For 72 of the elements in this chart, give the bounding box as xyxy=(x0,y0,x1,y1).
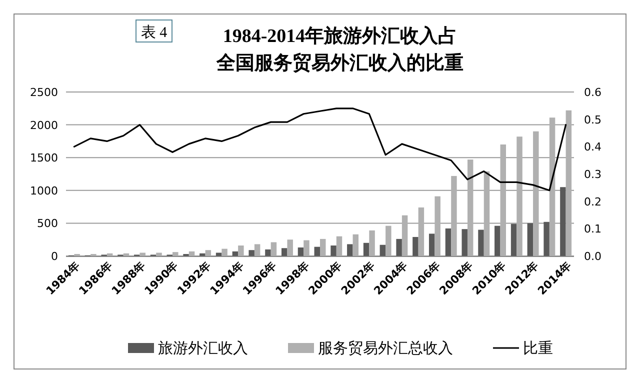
bar xyxy=(494,226,500,256)
bar xyxy=(396,238,402,256)
bar xyxy=(205,250,212,256)
bar xyxy=(412,236,418,256)
bar xyxy=(298,247,304,256)
bar xyxy=(188,251,195,256)
bar xyxy=(281,248,288,256)
bar xyxy=(352,234,359,256)
bar xyxy=(265,249,271,256)
y-tick-label: 1000 xyxy=(30,184,58,198)
y2-tick-label: 0.0 xyxy=(584,250,602,263)
chart-subtitle: 全国服务贸易外汇收入的比重 xyxy=(216,52,464,74)
bar xyxy=(270,242,277,256)
y2-tick-label: 0.3 xyxy=(584,168,602,181)
y-tick-label: 2500 xyxy=(30,86,58,99)
legend-label: 旅游外汇收入 xyxy=(158,339,248,357)
bar xyxy=(172,252,178,256)
bar xyxy=(451,176,457,256)
bar xyxy=(287,240,293,256)
bar xyxy=(402,215,408,256)
line-series xyxy=(73,108,567,192)
bar xyxy=(380,244,386,256)
bar xyxy=(369,230,375,256)
y-tick-label: 2000 xyxy=(30,118,58,132)
bar xyxy=(418,207,424,256)
bar xyxy=(428,234,435,256)
bar xyxy=(248,250,254,256)
text: 表 4 xyxy=(140,24,168,41)
y2-tick-label: 0.2 xyxy=(584,195,602,208)
bar xyxy=(549,118,556,256)
bar xyxy=(445,228,452,256)
bar xyxy=(560,187,566,256)
bar xyxy=(500,144,506,256)
bar xyxy=(320,238,326,256)
legend-label: 服务贸易外汇总收入 xyxy=(318,339,453,357)
chart-title: 1984-2014年旅游外汇收入占 xyxy=(222,25,458,47)
y-tick-label: 1500 xyxy=(30,152,58,165)
bar xyxy=(254,244,260,256)
bar xyxy=(434,196,440,256)
bar xyxy=(462,229,468,256)
bar xyxy=(544,222,550,256)
y-tick-label: 0 xyxy=(51,250,58,263)
bar xyxy=(527,223,534,256)
bar xyxy=(363,242,370,256)
legend-label: 比重 xyxy=(523,339,553,357)
bar xyxy=(222,248,228,256)
bar xyxy=(347,244,353,256)
bar xyxy=(330,246,336,256)
bar xyxy=(232,251,238,256)
bar xyxy=(478,230,484,256)
y2-tick-label: 0.1 xyxy=(584,222,602,236)
y-tick-label: 500 xyxy=(37,217,58,230)
bar xyxy=(156,252,162,256)
y2-tick-label: 0.5 xyxy=(584,113,602,126)
y2-tick-label: 0.6 xyxy=(584,86,602,99)
bar xyxy=(106,253,113,256)
bar xyxy=(216,252,222,256)
y2-tick-label: 0.4 xyxy=(584,140,602,154)
bar xyxy=(516,136,522,256)
bar xyxy=(467,160,474,256)
bar xyxy=(510,224,517,256)
bar xyxy=(386,226,392,256)
bar xyxy=(238,246,244,256)
bar xyxy=(140,252,146,256)
bar xyxy=(484,171,490,256)
bar xyxy=(200,253,206,256)
bar xyxy=(123,253,130,256)
bar xyxy=(566,110,572,256)
bar xyxy=(314,246,320,256)
bar xyxy=(533,131,539,256)
bar xyxy=(304,240,310,256)
bar xyxy=(336,236,342,256)
